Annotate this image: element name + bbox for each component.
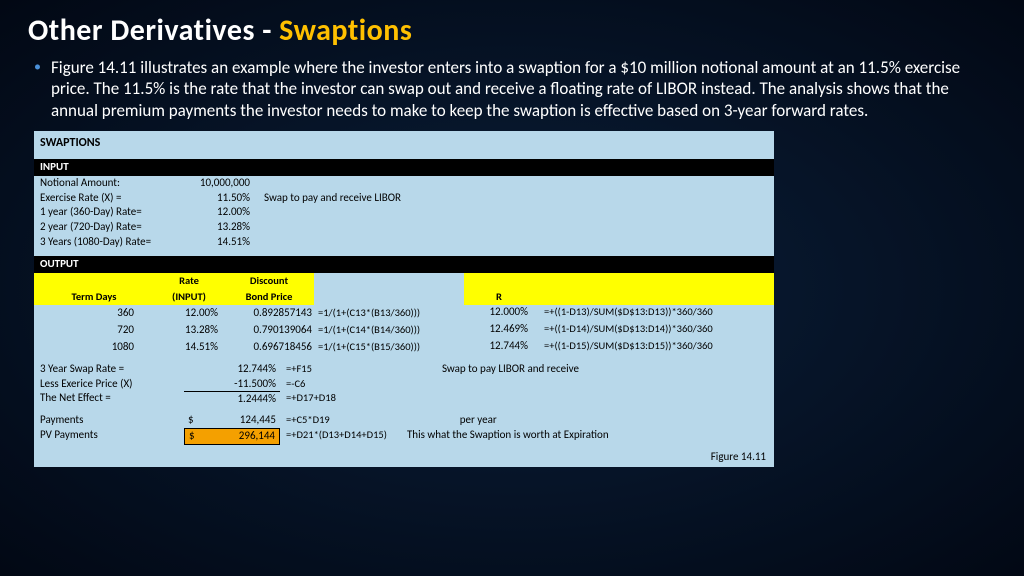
hdr-rate: (INPUT) [154,289,224,305]
note: Swap to pay and receive LIBOR [250,191,401,206]
currency: $ [188,413,194,428]
table-row: 360 12.00% 0.892857143 =1/(1+(C13*(B13/3… [34,305,774,322]
input-row-rate2: 2 year (720-Day) Rate= 13.28% [34,220,774,235]
sheet-heading: SWAPTIONS [34,131,774,159]
figure-label: Figure 14.11 [711,450,766,465]
table-row: 1080 14.51% 0.696718456 =1/(1+(C15*(B15/… [34,339,774,356]
hdr-disc: Bond Price [224,289,314,305]
label: PV Payments [40,428,184,445]
label: 3 Years (1080-Day) Rate= [40,235,180,250]
summary-net: The Net Effect = 1.2444% =+D17+D18 [34,391,774,407]
slide-title: Other Derivatives - Swaptions [28,12,996,49]
cell-r: 12.000% [464,305,534,322]
bullet-text: Figure 14.11 illustrates an example wher… [51,57,996,121]
summary-pv: PV Payments $ 296,144 =+D21*(D13+D14+D15… [34,428,774,445]
value: 10,000,000 [180,176,250,191]
input-row-rate1: 1 year (360-Day) Rate= 12.00% [34,205,774,220]
cell-df: =1/(1+(C15*(B15/360))) [314,339,464,356]
cell-df: =1/(1+(C13*(B13/360))) [314,305,464,322]
label: Less Exerice Price (X) [40,377,184,392]
hdr-r: R [464,289,534,305]
cell-rate: 14.51% [154,339,224,356]
cell-rf: =+((1-D13)/SUM($D$13:D13))*360/360 [534,305,713,322]
bullet-marker: • [34,57,41,121]
label: 3 Year Swap Rate = [40,362,184,377]
output-header-top: Rate Discount [34,273,774,289]
value: 14.51% [180,235,250,250]
summary-payments: Payments $ 124,445 =+C5*D19 per year [34,413,774,428]
label: 2 year (720-Day) Rate= [40,220,180,235]
cell-rate: 12.00% [154,305,224,322]
formula: =+D21*(D13+D14+D15) [280,428,387,445]
value: 13.28% [180,220,250,235]
hdr-rate-top: Rate [154,273,224,289]
output-section-label: OUTPUT [34,256,774,273]
note: This what the Swaption is worth at Expir… [387,428,609,445]
cell-rf: =+((1-D14)/SUM($D$13:D14))*360/360 [534,322,713,339]
cell-rf: =+((1-D15)/SUM($D$13:D15))*360/360 [534,339,713,356]
value: 11.50% [180,191,250,206]
note: per year [330,413,497,428]
value: 124,445 [240,413,276,428]
currency: $ [189,429,195,444]
title-part1: Other Derivatives - [28,12,279,49]
value: 1.2444% [184,391,280,407]
label: 1 year (360-Day) Rate= [40,205,180,220]
summary-less: Less Exerice Price (X) -11.500% =-C6 [34,377,774,392]
formula: =+F15 [280,362,312,377]
label: Exercise Rate (X) = [40,191,180,206]
table-row: 720 13.28% 0.790139064 =1/(1+(C14*(B14/3… [34,322,774,339]
title-part2: Swaptions [279,12,412,49]
label: The Net Effect = [40,391,184,407]
cell-term: 1080 [34,339,154,356]
formula: =+D17+D18 [280,391,336,407]
value: -11.500% [184,377,280,392]
output-header-bot: Term Days (INPUT) Bond Price R [34,289,774,305]
summary-swap: 3 Year Swap Rate = 12.744% =+F15 Swap to… [34,362,774,377]
cell-term: 360 [34,305,154,322]
value: 12.744% [184,362,280,377]
hdr-disc-top: Discount [224,273,314,289]
cell-disc: 0.892857143 [224,305,314,322]
input-row-rate3: 3 Years (1080-Day) Rate= 14.51% [34,235,774,250]
input-section-label: INPUT [34,159,774,176]
formula: =+C5*D19 [280,413,330,428]
value-cell-highlight: $ 296,144 [184,428,280,445]
hdr-term: Term Days [34,289,154,305]
value-cell: $ 124,445 [184,413,280,428]
bullet-item: • Figure 14.11 illustrates an example wh… [28,57,996,121]
cell-r: 12.469% [464,322,534,339]
cell-disc: 0.696718456 [224,339,314,356]
cell-r: 12.744% [464,339,534,356]
formula: =-C6 [280,377,305,392]
cell-rate: 13.28% [154,322,224,339]
cell-disc: 0.790139064 [224,322,314,339]
input-row-exercise: Exercise Rate (X) = 11.50% Swap to pay a… [34,191,774,206]
value: 296,144 [239,429,275,444]
note: Swap to pay LIBOR and receive [312,362,579,377]
input-row-notional: Notional Amount: 10,000,000 [34,176,774,191]
value: 12.00% [180,205,250,220]
cell-df: =1/(1+(C14*(B14/360))) [314,322,464,339]
label: Payments [40,413,184,428]
slide: Other Derivatives - Swaptions • Figure 1… [0,0,1024,467]
spreadsheet-panel: SWAPTIONS INPUT Notional Amount: 10,000,… [34,131,774,467]
cell-term: 720 [34,322,154,339]
label: Notional Amount: [40,176,180,191]
